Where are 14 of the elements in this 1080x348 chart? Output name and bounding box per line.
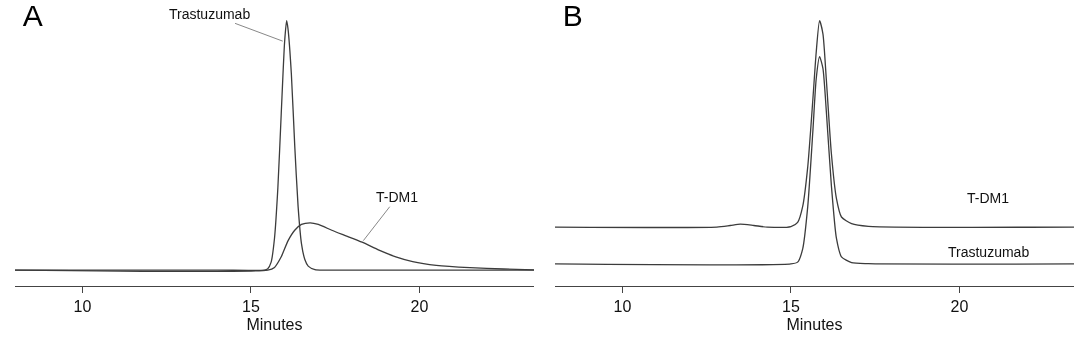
text: Trastuzumab <box>169 6 251 22</box>
chart-title: A <box>22 0 43 33</box>
x-tick-label: 15 <box>782 298 800 316</box>
series-label: T-DM1 <box>967 190 1010 206</box>
x-tick-label: 10 <box>73 298 92 316</box>
x-axis-title: Minutes <box>786 315 843 333</box>
chart-title: B <box>562 0 583 33</box>
x-tick-label: 20 <box>410 298 429 316</box>
series-label: Trastuzumab <box>948 244 1030 260</box>
x-tick-label: 10 <box>613 298 632 316</box>
x-tick-label: 15 <box>242 298 260 316</box>
x-tick-label: 20 <box>950 298 969 316</box>
x-axis-title: Minutes <box>246 315 303 333</box>
text: T-DM1 <box>376 189 419 205</box>
